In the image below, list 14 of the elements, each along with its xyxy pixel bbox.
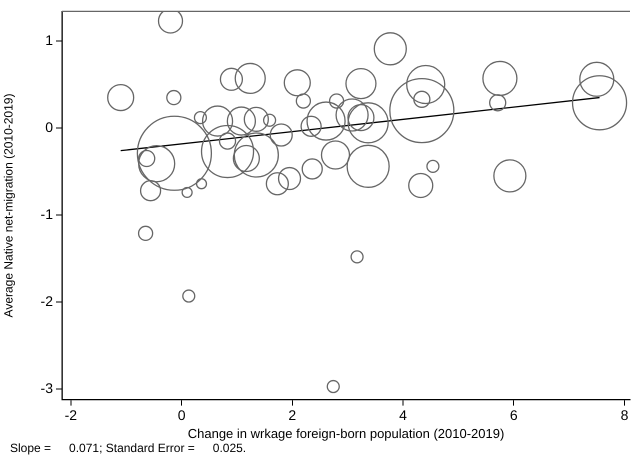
x-tick-label: 2 <box>288 406 296 423</box>
text: Slope = 0.071; Standard Error = 0.025. <box>10 441 246 455</box>
y-tick-label: 0 <box>45 118 54 135</box>
x-tick-label: -2 <box>64 406 78 423</box>
x-tick-label: 4 <box>399 406 408 423</box>
x-tick-label: 6 <box>510 406 518 423</box>
y-tick-label: -3 <box>40 380 54 396</box>
y-tick-label: -2 <box>40 292 54 309</box>
y-axis-title: Average Native net-migration (2010-2019) <box>2 94 16 318</box>
x-axis-title: Change in wrkage foreign-born population (2010-2019) <box>188 426 504 441</box>
x-tick-label: 0 <box>178 406 186 423</box>
x-tick-label: 8 <box>620 406 629 423</box>
y-tick-label: -1 <box>40 206 54 222</box>
y-tick-label: 1 <box>45 32 54 48</box>
